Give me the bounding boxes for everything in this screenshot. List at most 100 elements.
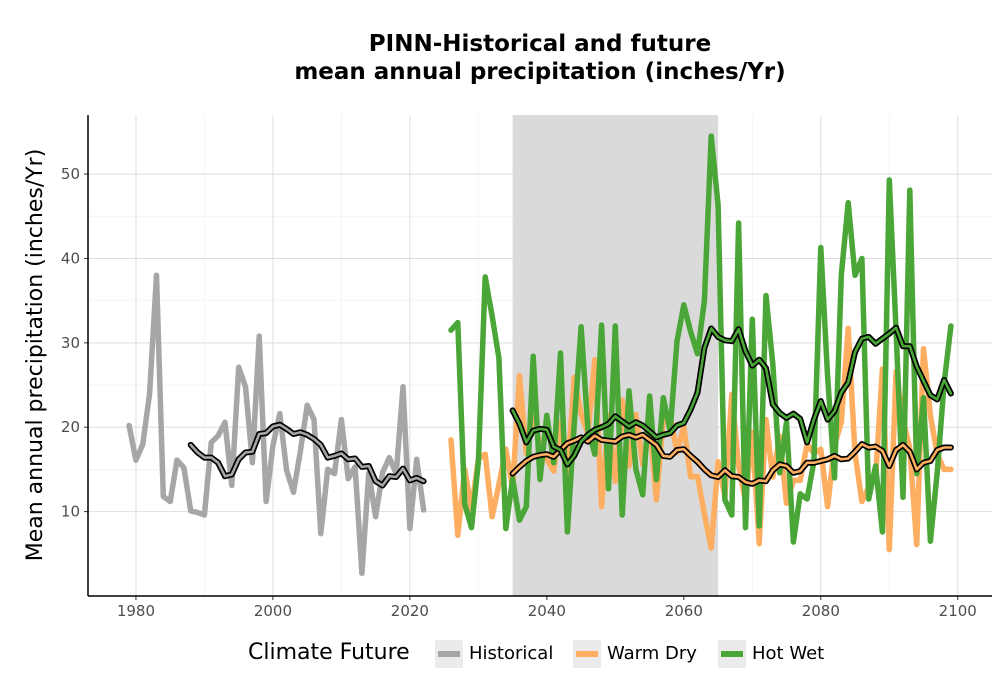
data-point-historical [284, 467, 290, 473]
data-point-warm-dry [551, 468, 557, 474]
data-point-historical [290, 489, 297, 495]
data-point-hot-wet [496, 355, 502, 361]
data-point-historical [160, 493, 166, 500]
data-point-warm-dry [927, 412, 933, 419]
series-historical [126, 272, 427, 576]
data-point-hot-wet [701, 298, 707, 304]
data-point-warm-dry [653, 497, 660, 503]
data-point-historical [277, 411, 283, 417]
x-tick-label: 2040 [528, 602, 566, 620]
x-tick-label: 2000 [254, 602, 292, 620]
data-point-hot-wet [886, 177, 892, 183]
data-point-hot-wet [920, 395, 927, 401]
data-point-historical [208, 439, 214, 446]
data-point-warm-dry [859, 498, 865, 505]
data-point-hot-wet [510, 476, 516, 482]
data-point-hot-wet [708, 133, 714, 139]
data-point-hot-wet [783, 419, 790, 425]
data-point-hot-wet [537, 476, 543, 483]
data-point-hot-wet [626, 388, 632, 394]
data-point-warm-dry [612, 478, 618, 484]
data-point-hot-wet [907, 187, 913, 193]
legend-key-hot-wet [718, 640, 746, 668]
data-point-historical [338, 417, 344, 423]
x-tick-label: 2060 [665, 602, 703, 620]
data-point-hot-wet [866, 496, 872, 502]
data-point-historical [373, 514, 379, 520]
series-layer [126, 133, 954, 576]
data-point-hot-wet [612, 323, 618, 329]
data-point-warm-dry [756, 541, 762, 547]
smoothed-historical [187, 421, 427, 489]
data-point-historical [311, 417, 317, 423]
data-point-hot-wet [489, 313, 495, 319]
legend: Climate Future Historical Warm Dry Hot W… [0, 636, 1000, 672]
tick-labels: 1980 2000 2020 2040 2060 2080 2100 10 20 30 40 50 [61, 165, 977, 620]
data-point-hot-wet [523, 503, 529, 510]
data-point-warm-dry [825, 503, 831, 510]
data-point-hot-wet [482, 274, 488, 280]
data-point-warm-dry [448, 437, 454, 443]
data-point-historical [263, 498, 269, 505]
data-point-hot-wet [674, 338, 680, 344]
data-point-warm-dry [920, 346, 927, 352]
data-point-warm-dry [516, 373, 523, 379]
data-point-hot-wet [948, 323, 954, 329]
data-point-historical [167, 498, 173, 505]
data-point-warm-dry [845, 325, 851, 332]
data-point-hot-wet [879, 529, 886, 535]
data-point-historical [140, 441, 146, 447]
data-point-hot-wet [914, 471, 920, 477]
legend-label-hot-wet: Hot Wet [752, 643, 825, 664]
data-point-hot-wet [564, 529, 570, 535]
data-point-historical [194, 509, 201, 516]
data-point-hot-wet [763, 292, 769, 299]
data-point-hot-wet [660, 395, 666, 401]
data-point-warm-dry [708, 545, 714, 551]
data-point-warm-dry [941, 466, 947, 473]
data-point-warm-dry [496, 482, 502, 488]
data-point-historical [147, 390, 153, 397]
data-point-warm-dry [715, 459, 721, 465]
x-tick-label: 2020 [391, 602, 429, 620]
x-tick-label: 2080 [802, 602, 840, 620]
data-point-hot-wet [475, 459, 481, 465]
data-point-hot-wet [715, 202, 721, 208]
data-point-hot-wet [729, 512, 735, 518]
data-point-hot-wet [578, 324, 584, 330]
data-point-hot-wet [688, 329, 694, 335]
data-point-hot-wet [927, 538, 933, 544]
data-point-hot-wet [462, 501, 468, 507]
y-axis-label: Mean annual precipitation (inches/Yr) [23, 149, 48, 562]
data-point-hot-wet [804, 496, 810, 502]
legend-key-historical [435, 640, 463, 668]
series-line-hot-wet [448, 133, 954, 545]
data-point-historical [359, 570, 365, 576]
data-point-hot-wet [852, 272, 858, 278]
data-point-hot-wet [646, 393, 653, 399]
data-point-hot-wet [818, 244, 824, 251]
data-point-historical [222, 419, 228, 425]
data-point-warm-dry [626, 463, 632, 469]
data-point-hot-wet [571, 422, 577, 428]
data-point-historical [153, 272, 160, 278]
data-point-historical [318, 530, 324, 537]
legend-key-warm-dry [573, 640, 601, 668]
smoothed-line-hot-wet [511, 326, 953, 466]
data-point-historical [352, 464, 358, 470]
chart-title: PINN-Historical and future [368, 31, 712, 57]
data-point-hot-wet [859, 255, 865, 262]
data-point-historical [256, 333, 262, 339]
data-point-historical [325, 466, 331, 473]
data-point-hot-wet [592, 451, 598, 457]
data-point-hot-wet [770, 361, 776, 367]
data-point-hot-wet [551, 460, 557, 466]
data-point-historical [133, 457, 139, 463]
data-point-historical [174, 457, 180, 463]
data-point-historical [414, 456, 420, 462]
data-point-hot-wet [777, 470, 783, 476]
chart-subtitle: mean annual precipitation (inches/Yr) [294, 59, 786, 85]
data-point-historical [400, 384, 406, 390]
data-point-hot-wet [838, 272, 844, 278]
